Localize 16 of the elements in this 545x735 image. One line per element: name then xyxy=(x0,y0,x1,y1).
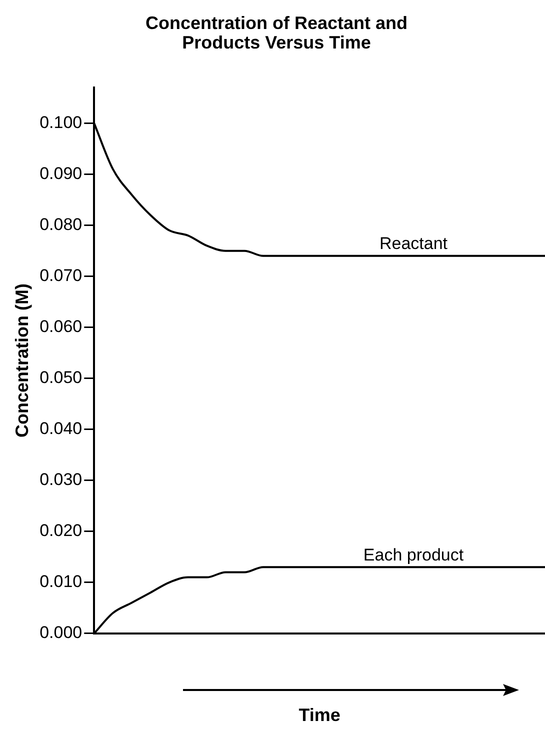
y-tick-label: 0.050 xyxy=(40,368,82,388)
y-tick-label: 0.030 xyxy=(40,470,82,490)
y-axis-title: Concentration (M) xyxy=(12,284,32,438)
y-tick-label: 0.000 xyxy=(40,623,82,642)
series-label: Each product xyxy=(363,545,464,564)
y-tick-label: 0.010 xyxy=(40,572,82,592)
y-tick-label: 0.080 xyxy=(40,215,82,234)
chart-title: Concentration of Reactant and Products Versus Time xyxy=(145,12,408,53)
x-axis-title: Time xyxy=(298,705,340,726)
y-tick-label: 0.020 xyxy=(40,521,82,540)
y-tick-label: 0.060 xyxy=(40,317,82,336)
y-tick-label: 0.070 xyxy=(40,266,82,286)
y-tick-label: 0.040 xyxy=(40,419,82,438)
series-label: Reactant xyxy=(379,234,448,254)
y-tick-label: 0.100 xyxy=(40,112,82,132)
y-tick-label: 0.090 xyxy=(40,164,82,184)
